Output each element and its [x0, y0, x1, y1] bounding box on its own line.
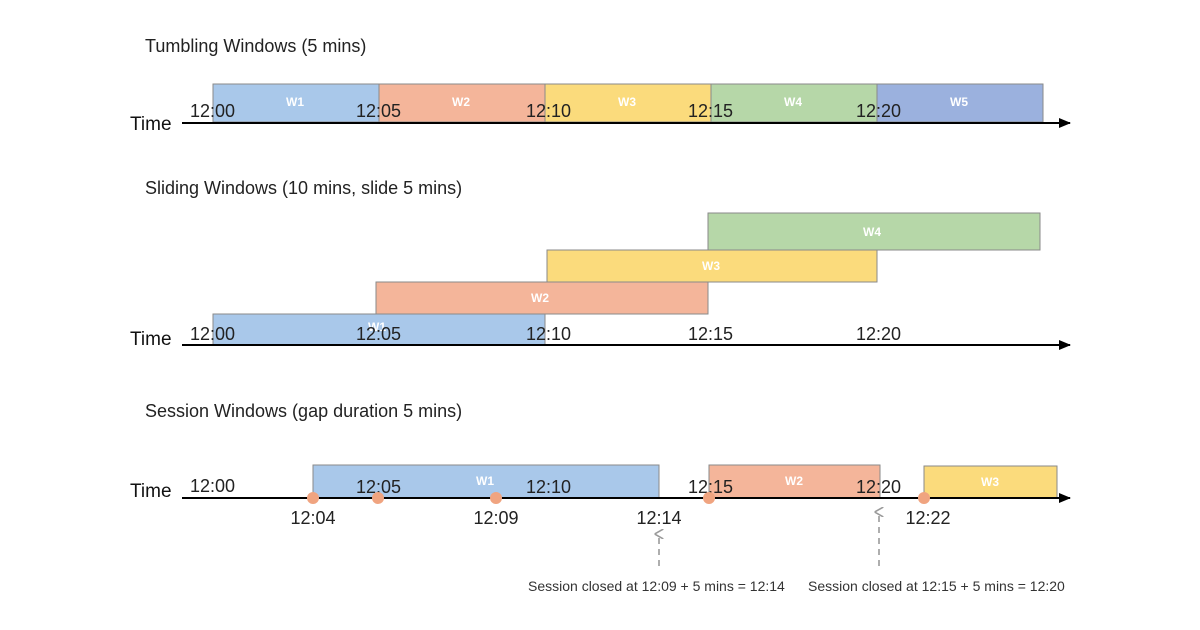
tumbling-window-w2	[378, 83, 546, 123]
tumbling-window-label: W4	[784, 95, 802, 109]
tumbling-tick: 12:20	[856, 101, 901, 121]
event-time-label: 12:09	[473, 508, 518, 528]
tumbling-title: Tumbling Windows (5 mins)	[145, 36, 366, 56]
session-window-label: W1	[476, 474, 494, 488]
sliding-window-label: W2	[531, 291, 549, 305]
tumbling-window-w4	[710, 83, 878, 123]
tumbling-window-label: W3	[618, 95, 636, 109]
sliding-window-label: W4	[863, 225, 881, 239]
sliding-tick: 12:10	[526, 324, 571, 344]
session-window-label: W3	[981, 475, 999, 489]
event-dot	[307, 492, 319, 504]
tumbling-tick: 12:10	[526, 101, 571, 121]
sliding-window-label: W1	[368, 320, 386, 334]
tumbling-window-w1	[212, 83, 380, 123]
sliding-window-w2	[375, 281, 709, 315]
sliding-tick: 12:05	[356, 324, 401, 344]
sliding-section: Sliding Windows (10 mins, slide 5 mins) …	[130, 178, 1071, 350]
tumbling-window-w3	[544, 83, 712, 123]
session-title: Session Windows (gap duration 5 mins)	[145, 401, 462, 421]
sliding-tick: 12:15	[688, 324, 733, 344]
session-axis-tick: 12:10	[526, 477, 571, 497]
event-time-label: 12:14	[636, 508, 681, 528]
tumbling-window-label: W1	[286, 95, 304, 109]
session-axis-tick: 12:00	[190, 476, 235, 496]
tumbling-tick: 12:00	[190, 101, 235, 121]
event-time-label: 12:04	[290, 508, 335, 528]
tumbling-tick: 12:15	[688, 101, 733, 121]
sliding-window-label: W3	[702, 259, 720, 273]
session-window-w3	[923, 465, 1058, 499]
session-window-w2	[708, 464, 881, 499]
tumbling-time-label: Time	[130, 114, 172, 135]
event-dot	[490, 492, 502, 504]
sliding-tick: 12:20	[856, 324, 901, 344]
sliding-window-w1	[212, 313, 546, 346]
event-dot	[918, 492, 930, 504]
session-axis-tick: 12:05	[356, 477, 401, 497]
tumbling-window-label: W5	[950, 95, 968, 109]
event-dot	[703, 492, 715, 504]
event-time-label: 12:22	[905, 508, 950, 528]
event-dot	[372, 492, 384, 504]
sliding-tick: 12:00	[190, 324, 235, 344]
sliding-window-w4	[707, 212, 1041, 251]
sliding-time-label: Time	[130, 329, 172, 350]
session-time-label: Time	[130, 481, 172, 502]
sliding-window-w3	[546, 249, 878, 283]
sliding-title: Sliding Windows (10 mins, slide 5 mins)	[145, 178, 462, 198]
tumbling-section: Tumbling Windows (5 mins) W1 W2 W3 W4 W5…	[130, 36, 1071, 135]
session-close-note: Session closed at 12:15 + 5 mins = 12:20	[808, 578, 1065, 594]
session-axis-tick: 12:20	[856, 477, 901, 497]
tumbling-tick: 12:05	[356, 101, 401, 121]
tumbling-window-label: W2	[452, 95, 470, 109]
session-axis-tick: 12:15	[688, 477, 733, 497]
session-section: Session Windows (gap duration 5 mins) W1…	[130, 401, 1071, 594]
session-close-note: Session closed at 12:09 + 5 mins = 12:14	[528, 578, 785, 594]
session-window-label: W2	[785, 474, 803, 488]
